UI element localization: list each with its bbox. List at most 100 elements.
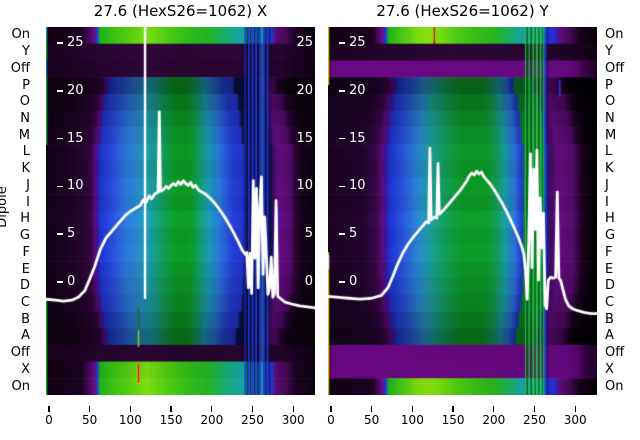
dipole-category-labels-right: On Y Off P O N M L K J I H G F E D C B A Off X On bbox=[605, 0, 640, 440]
inner-axis-tick-label: 10 bbox=[349, 178, 366, 194]
inner-axis-tick bbox=[339, 42, 345, 44]
inner-axis-tick-label: 25 bbox=[349, 35, 366, 50]
x-axis-tick-label: 250 bbox=[523, 413, 546, 427]
inner-axis-tick-label: 5 bbox=[67, 226, 76, 242]
x-axis-tick-label: 300 bbox=[563, 413, 587, 427]
dipole-category-label: F bbox=[605, 244, 613, 260]
x-axis-tick bbox=[48, 406, 50, 412]
dipole-category-label: On bbox=[605, 27, 624, 43]
dipole-category-label: M bbox=[18, 127, 30, 143]
dipole-category-label: X bbox=[21, 361, 30, 377]
dipole-category-label: B bbox=[21, 311, 30, 327]
inner-axis-tick bbox=[339, 185, 345, 188]
inner-axis-tick-label-right: 25 bbox=[296, 35, 313, 50]
dipole-category-label: Off bbox=[605, 345, 625, 361]
inner-axis-tick bbox=[339, 137, 345, 140]
dipole-category-label: G bbox=[19, 228, 30, 244]
dipole-category-label: J bbox=[26, 177, 30, 193]
x-axis-tick-label: 150 bbox=[441, 413, 465, 427]
dipole-category-label: I bbox=[605, 194, 609, 210]
inner-axis-tick bbox=[57, 42, 63, 44]
dipole-category-label: Y bbox=[22, 44, 30, 60]
x-axis-tick-label: 200 bbox=[482, 413, 506, 427]
dipole-category-label: D bbox=[605, 278, 616, 294]
inner-axis-tick bbox=[339, 281, 345, 283]
x-axis-tick-label: 100 bbox=[400, 413, 424, 427]
dipole-category-label: H bbox=[20, 211, 30, 227]
inner-axis-tick-label-right: 15 bbox=[296, 130, 313, 146]
x-axis-tick bbox=[292, 406, 294, 412]
dipole-category-label: E bbox=[21, 261, 30, 277]
x-axis-tick-label: 50 bbox=[364, 413, 380, 427]
dipole-category-label: On bbox=[11, 27, 30, 43]
dipole-category-label: On bbox=[605, 378, 624, 394]
dipole-category-label: J bbox=[605, 177, 609, 193]
dipole-category-label: G bbox=[605, 228, 616, 244]
dipole-category-label: D bbox=[19, 278, 30, 294]
x-axis-tick-label: 150 bbox=[159, 413, 183, 427]
dipole-category-label: On bbox=[11, 378, 30, 394]
dipole-category-label: Off bbox=[10, 60, 30, 76]
inner-axis-tick-label: 5 bbox=[349, 226, 358, 242]
x-axis-tick-label: 50 bbox=[82, 413, 98, 427]
dipole-category-labels-left: On Y Off P O N M L K J I H G F E D C B A Off X On bbox=[0, 0, 30, 440]
dipole-category-label: L bbox=[22, 144, 30, 160]
x-axis-tick bbox=[533, 406, 536, 412]
inner-axis-tick-label-right: 5 bbox=[304, 226, 313, 242]
inner-axis-tick-label: 25 bbox=[67, 35, 84, 50]
dipole-category-label: B bbox=[605, 311, 614, 327]
dipole-category-label: H bbox=[605, 211, 615, 227]
x-axis-tick bbox=[129, 406, 131, 412]
x-axis-tick-label: 250 bbox=[241, 413, 264, 427]
x-axis-tick bbox=[170, 406, 172, 412]
inner-axis-tick-label-right: 20 bbox=[296, 82, 313, 98]
x-axis-tick bbox=[211, 406, 213, 412]
heatmap-panel-x: 25 25 20 20 15 15 10 10 5 5 0 0 bbox=[46, 27, 315, 395]
dipole-category-label: Y bbox=[605, 44, 613, 60]
dipole-category-label: P bbox=[22, 77, 30, 93]
heatmap-panel-y: 25 20 15 10 5 0 bbox=[328, 27, 597, 395]
dipole-category-label: C bbox=[605, 295, 615, 310]
inner-axis-tick-label: 10 bbox=[67, 178, 84, 194]
dipole-category-label: N bbox=[605, 111, 615, 126]
inner-axis-tick-label: 15 bbox=[349, 130, 366, 146]
dipole-category-label: F bbox=[22, 244, 30, 260]
dipole-category-label: L bbox=[605, 144, 613, 160]
x-axis-tick bbox=[574, 406, 576, 412]
dipole-category-label: X bbox=[605, 361, 614, 377]
inner-axis-tick-label: 15 bbox=[67, 130, 84, 146]
dipole-category-label: O bbox=[19, 94, 30, 110]
x-axis-tick bbox=[251, 406, 254, 412]
inner-axis-tick bbox=[57, 185, 63, 188]
inner-axis-tick-label: 0 bbox=[349, 274, 358, 289]
dipole-category-label: Off bbox=[10, 345, 30, 361]
inner-axis-tick-label: 20 bbox=[349, 82, 366, 98]
dipole-category-label: P bbox=[605, 77, 613, 93]
heatmap-y-canvas bbox=[328, 27, 597, 395]
dipole-category-label: A bbox=[21, 328, 30, 344]
panel-x-title: 27.6 (HexS26=1062) X bbox=[93, 2, 268, 20]
dipole-category-label: C bbox=[20, 295, 30, 310]
dipole-category-label: M bbox=[605, 127, 617, 143]
inner-axis-tick bbox=[339, 90, 345, 92]
x-axis-tick bbox=[330, 406, 332, 412]
x-axis-tick bbox=[371, 406, 373, 412]
inner-axis-tick-label: 0 bbox=[67, 274, 76, 289]
dipole-category-label: Off bbox=[605, 60, 625, 76]
dipole-category-label: I bbox=[26, 194, 30, 210]
x-axis-tick bbox=[493, 406, 495, 412]
inner-axis-tick-label-right: 0 bbox=[304, 274, 313, 289]
dipole-category-label: A bbox=[605, 328, 614, 344]
x-axis-tick bbox=[411, 406, 413, 412]
inner-axis-tick bbox=[57, 233, 63, 235]
x-axis-tick bbox=[452, 406, 454, 412]
x-axis-tick-label: 300 bbox=[281, 413, 305, 427]
inner-axis-tick bbox=[57, 281, 63, 283]
x-axis-tick-label: 0 bbox=[327, 413, 335, 427]
dipole-category-label: N bbox=[20, 111, 30, 126]
inner-axis-tick bbox=[57, 90, 63, 92]
panel-y-title: 27.6 (HexS26=1062) Y bbox=[376, 2, 549, 20]
inner-axis-tick bbox=[57, 137, 63, 140]
inner-axis-tick-label: 20 bbox=[67, 82, 84, 98]
